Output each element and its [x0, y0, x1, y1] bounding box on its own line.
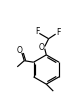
Text: F: F	[35, 27, 39, 36]
Text: F: F	[56, 28, 61, 37]
Text: O: O	[39, 44, 45, 53]
Text: O: O	[17, 46, 23, 55]
